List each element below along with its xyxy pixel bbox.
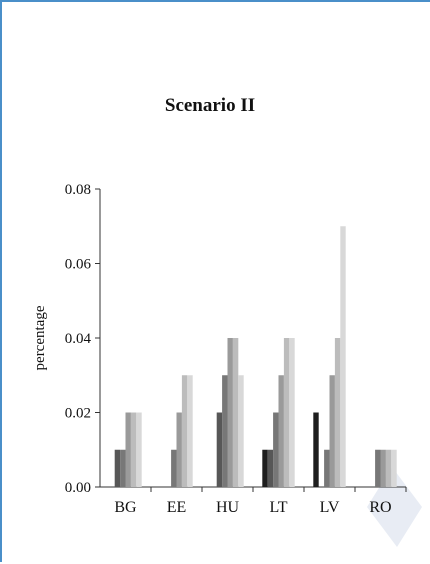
- bar: [391, 449, 397, 487]
- bar: [278, 375, 284, 487]
- y-tick-label: 0.00: [65, 480, 91, 496]
- y-tick-label: 0.08: [65, 182, 91, 198]
- y-tick-label: 0.04: [65, 331, 92, 347]
- bar: [340, 226, 346, 487]
- x-tick-label: LV: [320, 499, 340, 516]
- bar: [238, 375, 244, 487]
- bar: [176, 412, 182, 487]
- bar: [385, 449, 392, 487]
- bar: [130, 412, 137, 487]
- bar: [120, 449, 126, 487]
- x-tick-label: BG: [114, 499, 137, 516]
- bar: [181, 375, 188, 487]
- bar: [289, 338, 295, 487]
- x-tick-label: HU: [216, 499, 240, 516]
- axes: 0.00 0.02 0.04 0.06 0.08 BG EE HU LT LV RO: [65, 182, 407, 516]
- bar: [313, 412, 319, 487]
- bar: [227, 338, 233, 487]
- bar: [375, 449, 381, 487]
- x-tick-label: LT: [269, 499, 287, 516]
- y-tick-label: 0.02: [65, 406, 91, 422]
- bar: [187, 375, 193, 487]
- y-tick-label: 0.06: [65, 257, 92, 273]
- bar: [334, 338, 341, 487]
- bar: [216, 412, 223, 487]
- bar: [232, 338, 239, 487]
- bar: [380, 449, 386, 487]
- bar: [171, 449, 177, 487]
- bar: [267, 449, 274, 487]
- y-axis-label: percentage: [32, 305, 48, 370]
- bar: [324, 449, 330, 487]
- bars: [114, 226, 397, 487]
- x-tick-label: RO: [369, 499, 391, 516]
- chart-title: Scenario II: [165, 95, 255, 116]
- x-tick-label: EE: [167, 499, 187, 516]
- bar: [114, 449, 121, 487]
- bar: [136, 412, 142, 487]
- bar: [125, 412, 131, 487]
- bar: [283, 338, 290, 487]
- bar: [273, 412, 279, 487]
- bar: [329, 375, 335, 487]
- bar: [222, 375, 228, 487]
- bar: [262, 449, 268, 487]
